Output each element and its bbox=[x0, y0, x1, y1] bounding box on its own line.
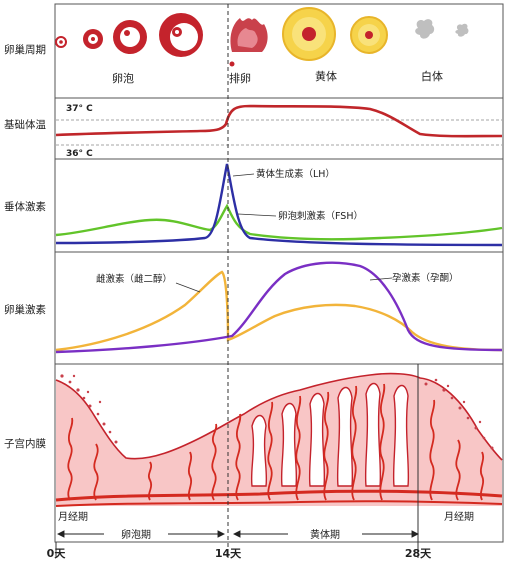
lh-label: 黄体生成素（LH） bbox=[256, 168, 335, 180]
fsh-label: 卵泡刺激素（FSH） bbox=[278, 210, 363, 222]
basal-vessel-2 bbox=[55, 500, 503, 507]
basal-temp-row: 37° C 36° C bbox=[54, 97, 504, 160]
basal-temp-curve bbox=[55, 104, 503, 138]
follicle-stage-4 bbox=[159, 13, 203, 57]
progesterone-label: 孕激素（孕酮） bbox=[392, 272, 459, 284]
corpus-luteum-small bbox=[350, 16, 388, 54]
corpus-luteum-large bbox=[282, 7, 336, 61]
progesterone-curve bbox=[55, 261, 503, 354]
corpus-albicans-label: 白体 bbox=[421, 69, 443, 83]
row-label-basal-temp: 基础体温 bbox=[4, 118, 46, 131]
phase-bar bbox=[56, 507, 502, 541]
follicular-phase-label: 卵泡期 bbox=[121, 528, 151, 541]
temp-low-label: 36° C bbox=[66, 149, 93, 159]
basal-vessel-1 bbox=[55, 489, 503, 502]
fsh-curve bbox=[55, 203, 503, 241]
follicle-stage-2 bbox=[83, 29, 103, 49]
corpus-albicans-2 bbox=[455, 23, 469, 37]
row-label-ovarian-hormone: 卵巢激素 bbox=[4, 303, 46, 316]
ovulation-rupture bbox=[229, 18, 268, 67]
menstrual-right-label: 月经期 bbox=[444, 510, 474, 523]
endometrium-row: 月经期 月经期 卵泡期 黄体期 bbox=[54, 363, 504, 543]
endometrium-surface bbox=[55, 372, 503, 461]
corpus-albicans-1 bbox=[415, 19, 435, 39]
luteal-phase-label: 黄体期 bbox=[310, 528, 340, 541]
follicle-stage-3 bbox=[113, 20, 147, 54]
corpus-luteum-label: 黄体 bbox=[315, 69, 337, 83]
basal-temp-panel bbox=[54, 97, 504, 160]
follicle-label: 卵泡 bbox=[112, 71, 134, 85]
phase-arrows bbox=[56, 524, 420, 542]
ovulation-label: 排卵 bbox=[229, 71, 251, 85]
row-label-pituitary: 垂体激素 bbox=[4, 200, 46, 213]
estrogen-curve bbox=[55, 270, 503, 352]
progesterone-pointer bbox=[369, 277, 393, 281]
follicle-stage-1 bbox=[55, 36, 67, 48]
endometrium-lining bbox=[56, 373, 502, 506]
lh-curve bbox=[55, 163, 503, 247]
day-0-label: 0天 bbox=[47, 547, 67, 560]
day-14-label: 14天 bbox=[215, 547, 242, 560]
pituitary-row: 黄体生成素（LH） 卵泡刺激素（FSH） bbox=[54, 158, 504, 253]
fsh-pointer bbox=[237, 213, 277, 217]
day-28-label: 28天 bbox=[405, 547, 432, 560]
estrogen-label: 雌激素（雌二醇） bbox=[96, 273, 172, 285]
temp-high-label: 37° C bbox=[66, 104, 93, 114]
row-label-ovarian-cycle: 卵巢周期 bbox=[4, 43, 46, 56]
ovarian-cycle-row: 卵泡 排卵 黄体 白体 bbox=[54, 3, 504, 99]
lh-pointer bbox=[232, 173, 255, 177]
endometrial-glands bbox=[250, 382, 410, 487]
ovarian-hormone-row: 雌激素（雌二醇） 孕激素（孕酮） bbox=[54, 251, 504, 365]
shedding-debris bbox=[60, 374, 494, 450]
menstrual-left-label: 月经期 bbox=[58, 510, 88, 523]
estrogen-pointer bbox=[175, 282, 201, 293]
spiral-arteries bbox=[67, 383, 485, 501]
row-label-endometrium: 子宫内膜 bbox=[4, 437, 46, 450]
